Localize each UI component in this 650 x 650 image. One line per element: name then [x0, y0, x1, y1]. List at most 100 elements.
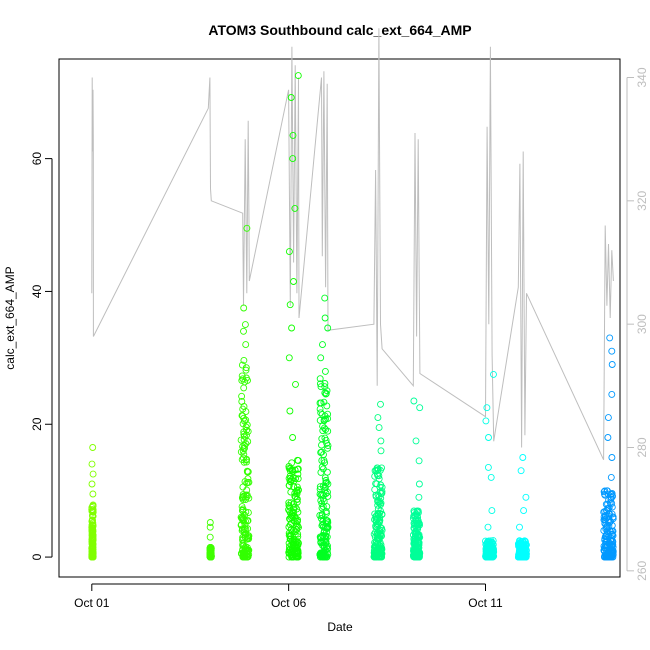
data-point [517, 467, 525, 475]
data-point [287, 94, 295, 101]
data-point [483, 547, 490, 554]
data-point [607, 550, 614, 558]
data-point [292, 493, 300, 501]
data-point [374, 540, 381, 548]
data-point [237, 448, 245, 456]
data-point [323, 387, 331, 395]
data-point [372, 548, 379, 555]
data-point [414, 517, 422, 525]
data-point [288, 466, 296, 474]
data-point [242, 423, 250, 431]
data-point [321, 389, 329, 397]
data-point [206, 523, 214, 531]
data-point [374, 414, 382, 422]
data-point [322, 390, 330, 398]
data-point [486, 543, 494, 551]
data-point [374, 531, 382, 539]
temperature-line [91, 28, 614, 461]
y2-tick-label: 320 [635, 191, 649, 211]
data-point [89, 546, 97, 554]
data-point [320, 398, 328, 406]
data-point [240, 414, 248, 422]
data-point [319, 539, 327, 547]
data-point [377, 507, 385, 515]
data-point [319, 341, 326, 349]
data-point [285, 547, 293, 555]
data-point [414, 513, 422, 521]
data-point [522, 493, 530, 501]
data-point [376, 528, 384, 536]
data-point [519, 454, 527, 461]
data-point [323, 468, 331, 476]
data-point [483, 404, 491, 412]
data-point [290, 535, 298, 543]
data-point [600, 547, 608, 555]
data-point [489, 550, 497, 557]
data-point [240, 356, 248, 364]
data-point [241, 534, 249, 541]
data-point [411, 530, 419, 537]
data-point [243, 467, 251, 475]
data-point [487, 542, 495, 550]
data-point [289, 131, 297, 139]
data-point [316, 380, 324, 388]
data-point [245, 535, 253, 543]
y2-tick-label: 300 [635, 314, 649, 334]
data-point [375, 536, 383, 544]
data-point [377, 437, 385, 445]
data-point [374, 498, 382, 506]
data-point [377, 400, 384, 408]
data-point [482, 417, 490, 425]
data-point [241, 441, 249, 449]
data-point [375, 475, 383, 483]
data-point [316, 511, 324, 519]
data-point [286, 503, 294, 511]
data-point [316, 375, 324, 383]
data-point [371, 467, 379, 475]
data-point [238, 494, 246, 502]
data-point [206, 519, 214, 526]
data-point [88, 542, 96, 550]
x-tick-label: Oct 06 [271, 596, 307, 610]
data-point [321, 380, 329, 387]
data-point [316, 405, 324, 413]
data-point [242, 440, 250, 448]
data-point [88, 460, 96, 468]
data-point [285, 248, 293, 256]
data-point [410, 548, 418, 556]
data-point [324, 444, 332, 452]
data-point [288, 324, 296, 332]
data-point [238, 525, 246, 533]
data-point [245, 478, 253, 486]
data-point [321, 294, 329, 302]
data-point [237, 521, 245, 528]
data-point [89, 490, 97, 498]
data-point [374, 501, 382, 509]
data-point [207, 550, 215, 558]
data-point [285, 481, 293, 489]
data-point [415, 553, 423, 561]
y2-tick-label: 340 [635, 67, 649, 87]
data-point [601, 540, 609, 548]
data-point [609, 532, 617, 540]
data-point [604, 414, 612, 422]
plot-frame [58, 58, 621, 578]
data-point [411, 553, 419, 561]
data-point [601, 516, 609, 524]
data-point [320, 417, 328, 425]
data-point [289, 547, 297, 555]
data-point [484, 523, 492, 531]
data-point [286, 507, 294, 515]
data-point [520, 507, 528, 515]
data-point [490, 370, 497, 378]
data-point [291, 204, 299, 212]
data-point [242, 408, 250, 416]
data-point [239, 506, 247, 514]
data-point [89, 470, 97, 478]
data-point [241, 321, 249, 329]
data-point [415, 544, 423, 552]
data-point [318, 457, 326, 464]
data-point [608, 527, 616, 535]
data-point [602, 500, 610, 508]
data-point [607, 495, 615, 503]
